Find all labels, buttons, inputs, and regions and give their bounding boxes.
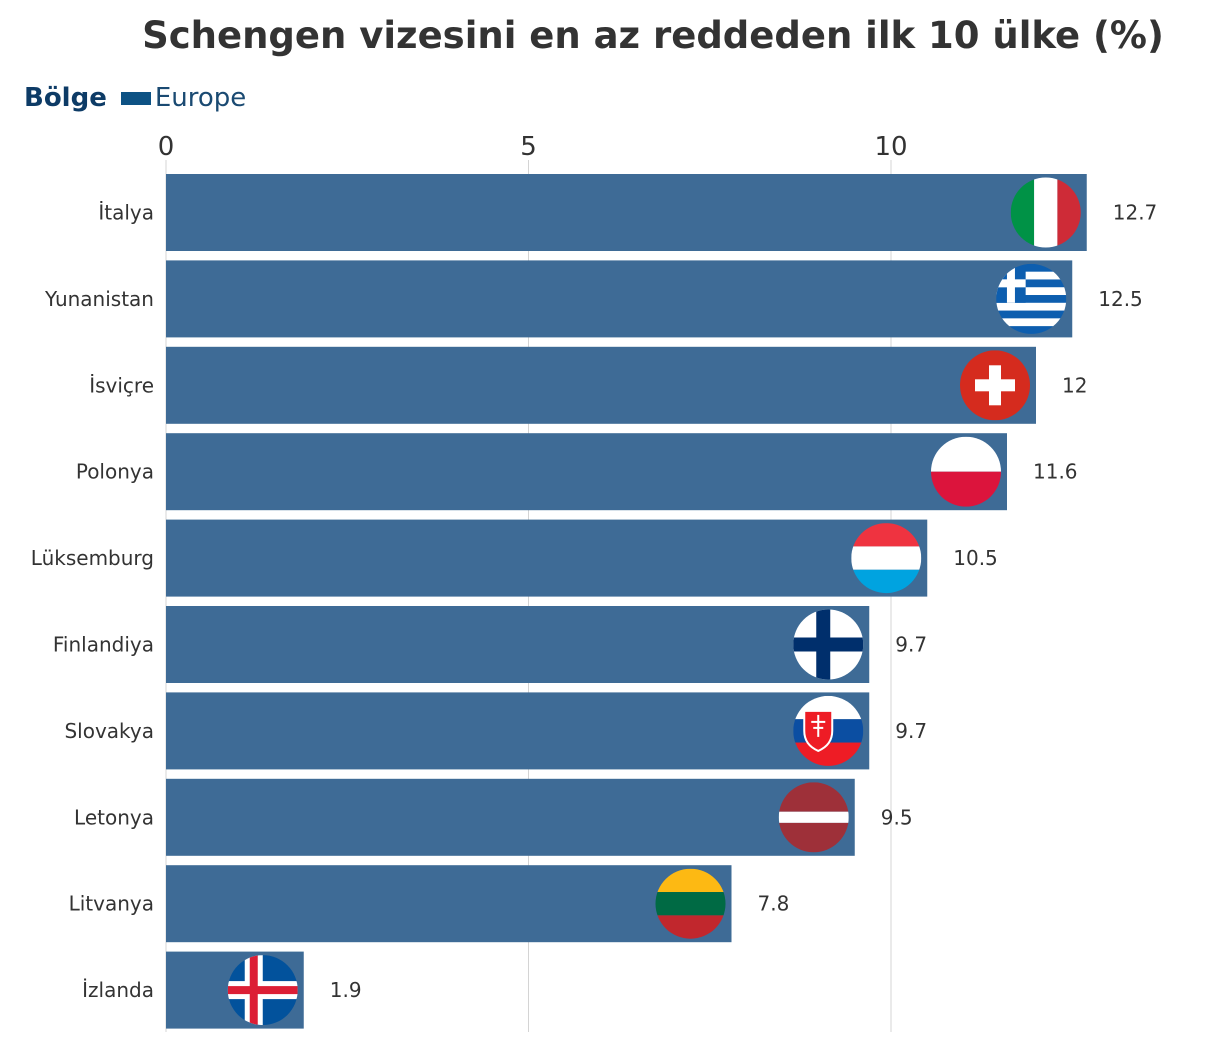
bar	[166, 346, 1036, 424]
category-label: Finlandiya	[53, 633, 154, 657]
legend: Bölge Europe	[24, 80, 246, 116]
value-label: 10.5	[953, 546, 998, 570]
value-label: 9.7	[895, 633, 927, 657]
category-label: Litvanya	[69, 892, 154, 916]
value-label: 7.8	[758, 892, 790, 916]
bar	[166, 433, 1007, 511]
value-label: 12.7	[1113, 201, 1158, 225]
poland-flag-icon	[931, 436, 1001, 507]
category-label: İtalya	[98, 201, 154, 225]
category-label: İzlanda	[82, 978, 154, 1002]
bar	[166, 519, 928, 597]
lithuania-flag-icon	[655, 868, 726, 939]
legend-swatch	[120, 91, 151, 105]
bar	[166, 174, 1087, 251]
bar	[166, 865, 732, 943]
bar	[166, 778, 855, 856]
value-label: 11.6	[1033, 460, 1078, 484]
category-label: İsviçre	[89, 373, 154, 397]
value-label: 9.5	[881, 805, 913, 829]
latvia-flag-icon	[778, 782, 849, 853]
category-label: Slovakya	[64, 719, 154, 743]
category-label: Letonya	[74, 805, 154, 829]
finland-flag-icon	[793, 609, 864, 680]
value-label: 1.9	[330, 978, 362, 1002]
italy-flag-icon	[1010, 177, 1081, 248]
slovakia-flag-icon	[793, 695, 864, 766]
switzerland-flag-icon	[960, 350, 1030, 421]
iceland-flag-icon	[227, 955, 298, 1026]
bar	[166, 692, 870, 770]
luxembourg-flag-icon	[851, 523, 922, 594]
legend-label-europe: Europe	[154, 83, 247, 113]
x-tick-label: 10	[874, 132, 907, 162]
x-tick-label: 0	[158, 132, 175, 162]
bar	[166, 260, 1073, 338]
bar	[166, 606, 870, 683]
x-tick-label: 5	[520, 132, 537, 162]
value-label: 12	[1062, 373, 1087, 397]
greece-flag-icon	[996, 263, 1067, 334]
value-label: 9.7	[895, 719, 927, 743]
category-label: Lüksemburg	[31, 546, 154, 570]
value-label: 12.5	[1098, 287, 1143, 311]
chart-title: Schengen vizesini en az reddeden ilk 10 …	[142, 14, 1164, 57]
category-label: Polonya	[76, 460, 154, 484]
legend-title: Bölge	[24, 83, 107, 113]
category-label: Yunanistan	[44, 287, 154, 311]
